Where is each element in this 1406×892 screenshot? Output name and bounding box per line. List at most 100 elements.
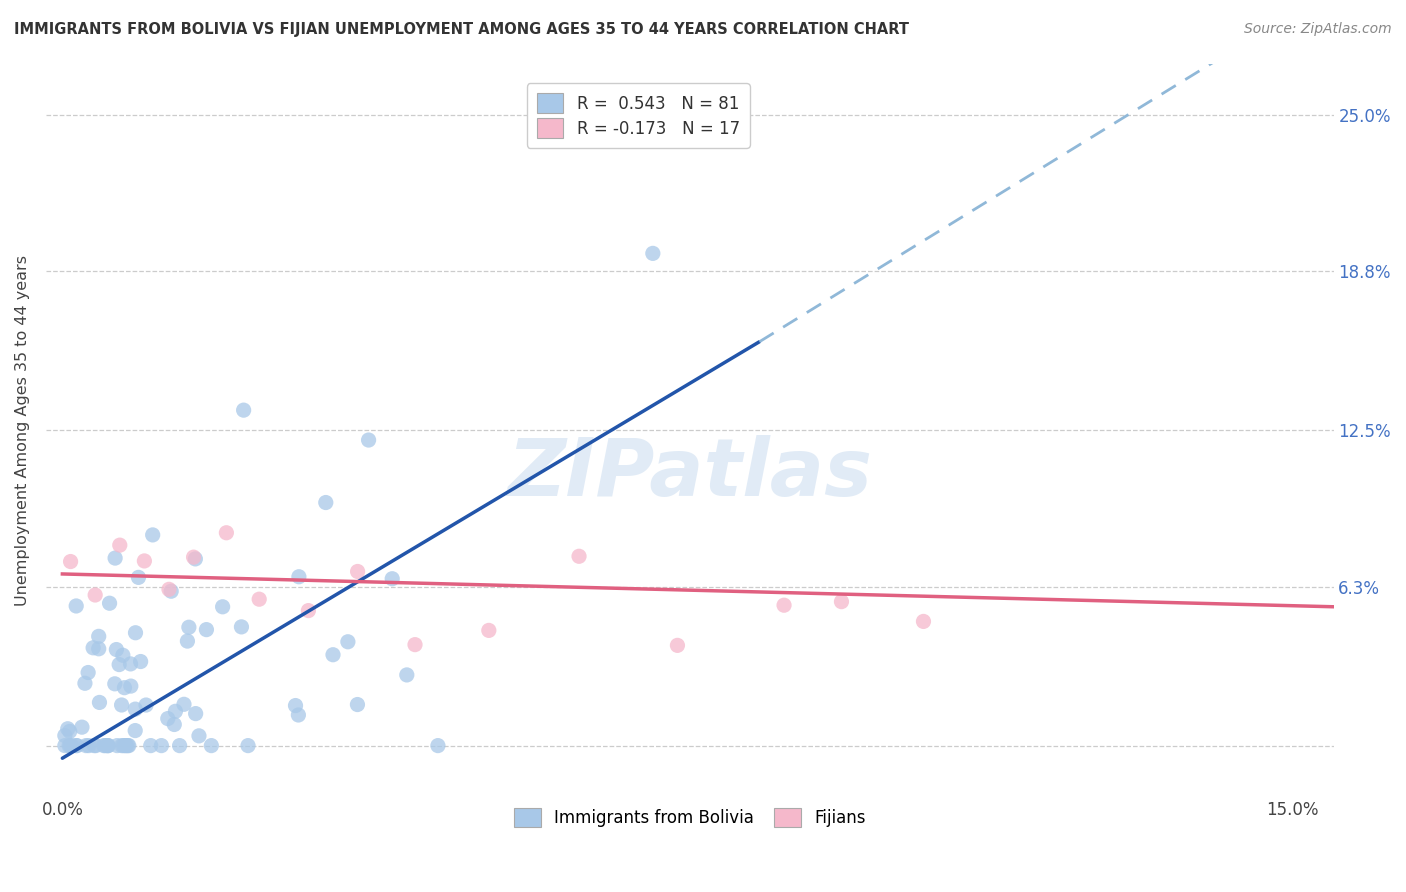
Point bbox=[108, 538, 131, 552]
Point bbox=[59, 724, 82, 739]
Point bbox=[53, 729, 76, 743]
Text: ZIPatlas: ZIPatlas bbox=[508, 435, 872, 513]
Point bbox=[73, 676, 96, 690]
Point bbox=[236, 739, 259, 753]
Point bbox=[75, 739, 97, 753]
Point bbox=[120, 679, 142, 693]
Point bbox=[94, 739, 117, 753]
Point bbox=[478, 624, 501, 638]
Point bbox=[176, 634, 198, 648]
Point bbox=[114, 739, 136, 753]
Point bbox=[912, 615, 935, 629]
Point bbox=[77, 665, 100, 680]
Point bbox=[134, 554, 156, 568]
Point bbox=[65, 599, 87, 613]
Point bbox=[666, 639, 689, 653]
Point bbox=[357, 433, 380, 447]
Point bbox=[195, 623, 218, 637]
Point bbox=[56, 722, 79, 736]
Point bbox=[118, 739, 141, 753]
Point bbox=[104, 551, 127, 566]
Point bbox=[77, 739, 100, 753]
Y-axis label: Unemployment Among Ages 35 to 44 years: Unemployment Among Ages 35 to 44 years bbox=[15, 254, 30, 606]
Point bbox=[215, 525, 238, 540]
Point bbox=[188, 729, 211, 743]
Point bbox=[117, 739, 139, 753]
Point bbox=[169, 739, 191, 753]
Point bbox=[60, 739, 83, 753]
Point bbox=[70, 720, 93, 734]
Point bbox=[124, 625, 146, 640]
Point bbox=[124, 702, 146, 716]
Point bbox=[104, 677, 127, 691]
Point bbox=[83, 739, 105, 753]
Point bbox=[773, 598, 796, 612]
Text: Source: ZipAtlas.com: Source: ZipAtlas.com bbox=[1244, 22, 1392, 37]
Point bbox=[247, 592, 270, 607]
Point bbox=[120, 657, 142, 671]
Point bbox=[830, 594, 852, 608]
Point bbox=[157, 582, 180, 597]
Point bbox=[111, 648, 134, 663]
Point bbox=[163, 717, 186, 731]
Point bbox=[105, 642, 128, 657]
Point bbox=[284, 698, 307, 713]
Point bbox=[84, 588, 107, 602]
Point bbox=[98, 596, 121, 610]
Point bbox=[184, 552, 207, 566]
Point bbox=[142, 528, 165, 542]
Point bbox=[114, 681, 136, 695]
Point bbox=[315, 495, 337, 509]
Point bbox=[297, 604, 319, 618]
Point bbox=[97, 739, 120, 753]
Point bbox=[381, 572, 404, 586]
Point bbox=[65, 739, 87, 753]
Point bbox=[89, 695, 111, 709]
Point bbox=[84, 739, 107, 753]
Point bbox=[87, 641, 110, 656]
Point bbox=[111, 739, 134, 753]
Point bbox=[139, 739, 162, 753]
Point bbox=[232, 403, 254, 417]
Point bbox=[59, 555, 82, 569]
Point bbox=[59, 739, 82, 753]
Point bbox=[58, 739, 80, 753]
Point bbox=[108, 657, 131, 672]
Point bbox=[211, 599, 233, 614]
Point bbox=[93, 739, 115, 753]
Point bbox=[183, 550, 205, 565]
Point bbox=[112, 739, 135, 753]
Point bbox=[96, 739, 118, 753]
Point bbox=[336, 634, 359, 648]
Point bbox=[395, 668, 418, 682]
Point bbox=[127, 570, 149, 584]
Point bbox=[173, 698, 195, 712]
Point bbox=[97, 739, 120, 753]
Point bbox=[346, 698, 368, 712]
Point bbox=[568, 549, 591, 564]
Text: IMMIGRANTS FROM BOLIVIA VS FIJIAN UNEMPLOYMENT AMONG AGES 35 TO 44 YEARS CORRELA: IMMIGRANTS FROM BOLIVIA VS FIJIAN UNEMPL… bbox=[14, 22, 910, 37]
Point bbox=[115, 739, 138, 753]
Point bbox=[66, 739, 89, 753]
Point bbox=[82, 640, 104, 655]
Point bbox=[426, 739, 449, 753]
Point bbox=[105, 739, 128, 753]
Point bbox=[404, 638, 426, 652]
Point bbox=[150, 739, 173, 753]
Point bbox=[53, 739, 76, 753]
Point bbox=[346, 565, 368, 579]
Point bbox=[184, 706, 207, 721]
Point bbox=[165, 704, 187, 718]
Point bbox=[322, 648, 344, 662]
Point bbox=[288, 570, 311, 584]
Point bbox=[641, 246, 664, 260]
Point bbox=[135, 698, 157, 712]
Point bbox=[231, 620, 253, 634]
Point bbox=[177, 620, 200, 634]
Point bbox=[124, 723, 146, 738]
Point bbox=[156, 712, 179, 726]
Point bbox=[200, 739, 222, 753]
Point bbox=[287, 708, 309, 723]
Legend: Immigrants from Bolivia, Fijians: Immigrants from Bolivia, Fijians bbox=[506, 800, 873, 835]
Point bbox=[129, 655, 152, 669]
